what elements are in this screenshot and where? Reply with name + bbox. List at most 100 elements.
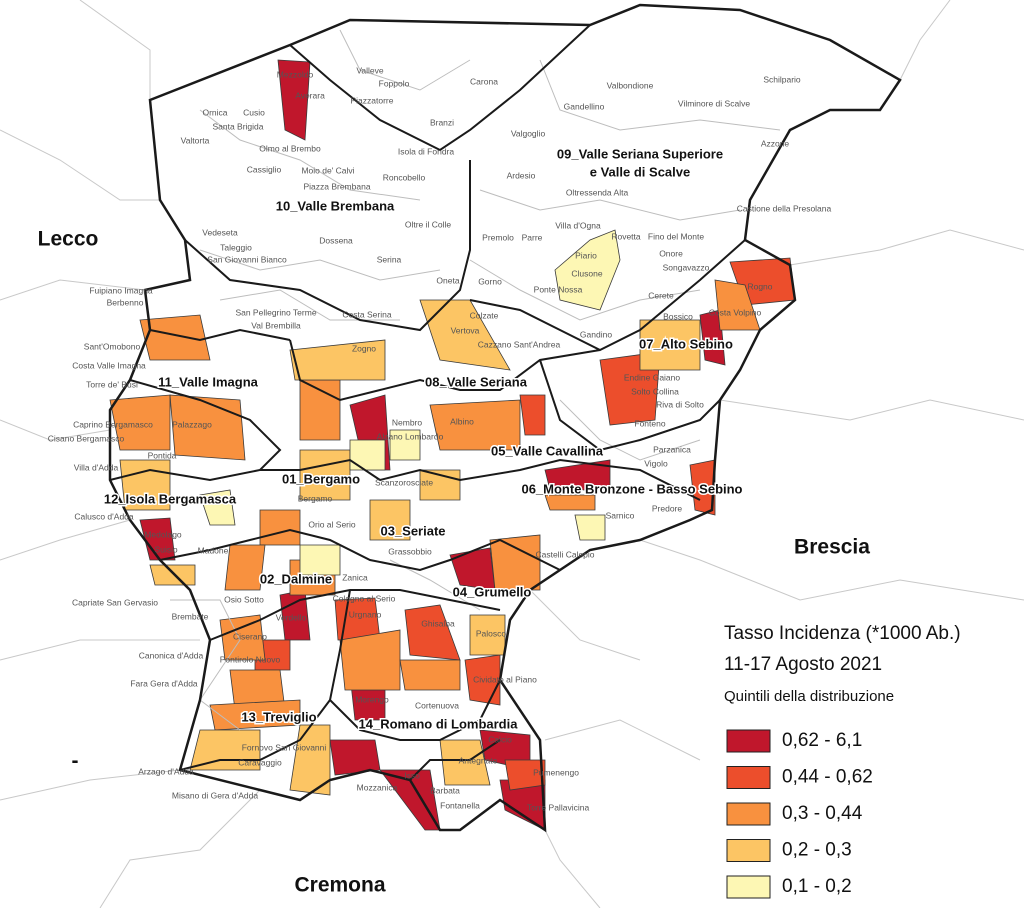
district-label: 06_Monte Bronzone - Basso Sebino: [521, 481, 742, 496]
municipality: [199, 489, 236, 526]
municipality-label: Palosco: [476, 628, 507, 638]
legend-swatch: [726, 729, 771, 753]
district-label: 10_Valle Brembana: [276, 198, 395, 213]
municipality-label: Vigolo: [644, 458, 668, 468]
municipality-label: Cassiglio: [247, 164, 282, 174]
municipality: [369, 499, 411, 541]
municipality-label: Zanica: [342, 572, 368, 582]
municipality-label: Osio Sotto: [224, 594, 264, 604]
municipality: [554, 229, 621, 311]
municipality-label: San Giovanni Bianco: [207, 254, 287, 264]
municipality-label: Moio de' Calvi: [301, 165, 354, 175]
municipality: [339, 629, 401, 691]
municipality: [574, 514, 606, 541]
municipality-label: Villa d'Adda: [74, 462, 119, 472]
municipality-label: Oneta: [436, 275, 459, 285]
legend-swatch: [726, 839, 771, 862]
municipality-label: Dossena: [319, 235, 353, 245]
municipality-label: Oltressenda Alta: [566, 187, 629, 197]
municipality-label: Valgoglio: [511, 128, 546, 138]
municipality-label: Valbondione: [607, 80, 654, 90]
municipality-label: Schilpario: [763, 74, 801, 84]
district-label: 13_Treviglio: [241, 709, 316, 724]
municipality-label: Taleggio: [220, 242, 252, 252]
municipality-label: Endine Gaiano: [624, 372, 681, 382]
municipality: [139, 314, 211, 361]
municipality-label: Premolo: [482, 232, 514, 242]
legend-label: 0,44 - 0,62: [782, 767, 873, 788]
municipality-label: Castelli Calepio: [535, 549, 594, 559]
district-label: 05_Valle Cavallina: [491, 443, 604, 458]
municipality-label: Suisio: [154, 544, 177, 554]
legend-swatch: [726, 802, 771, 826]
district-label: e Valle di Scalve: [590, 164, 690, 179]
municipality-label: Gorno: [478, 276, 502, 286]
district-label: 01_Bergamo: [282, 471, 360, 486]
municipality: [639, 319, 701, 371]
municipality-label: Olmo al Brembo: [259, 143, 321, 153]
municipality-label: Bossico: [663, 311, 693, 321]
municipality-label: Gandino: [580, 329, 612, 339]
municipality: [349, 439, 386, 471]
district-label: 11_Valle Imagna: [158, 374, 259, 389]
municipality-label: Costa Volpino: [709, 307, 762, 317]
municipality-label: Fuipiano Imagna: [89, 285, 153, 295]
municipality-label: Pumenengo: [533, 767, 579, 777]
municipality: [544, 494, 596, 511]
municipality: [149, 564, 196, 586]
municipality-label: Grassobbio: [388, 546, 432, 556]
municipality-label: Isso: [404, 770, 420, 780]
municipality: [429, 399, 521, 451]
legend: Tasso Incidenza (*1000 Ab.) 11-17 Agosto …: [724, 623, 961, 899]
municipality-label: Pontida: [148, 450, 177, 460]
municipality-label: Valtorta: [181, 135, 210, 145]
municipality-label: Castione della Presolana: [737, 203, 832, 213]
municipality-label: Cusio: [243, 107, 265, 117]
municipality: [329, 739, 381, 776]
municipality-label: Capriate San Gervasio: [72, 597, 158, 607]
municipality-label: Rovetta: [611, 231, 641, 241]
municipality-label: Cisano Bergamasco: [48, 433, 125, 443]
municipality-label: Cividate al Piano: [473, 674, 537, 684]
municipality-label: Serina: [377, 254, 402, 264]
municipality-label: Calusco d'Adda: [74, 511, 134, 521]
municipality-label: Valleve: [356, 65, 384, 75]
region-label: -: [72, 750, 79, 773]
municipality-label: Canonica d'Adda: [139, 650, 204, 660]
municipality-label: Vilminore di Scalve: [678, 98, 750, 108]
municipality-label: Ghisalba: [421, 618, 455, 628]
municipality-label: Medolago: [144, 529, 182, 539]
municipality-label: Azzone: [761, 138, 790, 148]
municipality-label: Cazzano Sant'Andrea: [478, 339, 561, 349]
municipality-label: Scanzorosciate: [375, 477, 433, 487]
municipality-label: Antegnate: [459, 755, 498, 765]
municipality-label: Rogno: [747, 281, 772, 291]
municipality: [699, 309, 726, 366]
municipality-label: Fino del Monte: [648, 231, 704, 241]
municipality-label: Roncobello: [383, 172, 426, 182]
municipality-label: Bergamo: [298, 493, 333, 503]
municipality: [139, 517, 176, 561]
municipality-label: Misano di Gera d'Adda: [172, 790, 258, 800]
labels: Foppolo Valleve Mezzoldo Carona Valbondione S…: [38, 65, 871, 896]
municipality-label: Fara Gera d'Adda: [130, 678, 198, 688]
legend-label: 0,1 - 0,2: [782, 876, 852, 897]
municipality-label: Foppolo: [379, 78, 410, 88]
municipality: [277, 59, 311, 141]
municipality-label: Carona: [470, 76, 498, 86]
municipality-label: Santa Brigida: [212, 121, 263, 131]
municipality-label: Cortenuova: [415, 700, 459, 710]
municipality-label: Orio al Serio: [308, 519, 356, 529]
municipality-label: Caprino Bergamasco: [73, 419, 153, 429]
municipality-label: Piazzatorre: [351, 95, 394, 105]
legend-title: Tasso Incidenza (*1000 Ab.): [724, 623, 961, 644]
municipality: [464, 654, 501, 706]
municipality-label: Cerete: [648, 290, 674, 300]
municipality-label: Morengo: [355, 694, 389, 704]
municipality-label: Piazza Brembana: [303, 181, 370, 191]
municipality-label: Fontanella: [440, 800, 480, 810]
municipality-label: Verdello: [276, 612, 307, 622]
municipality-label: Parre: [522, 232, 543, 242]
municipality-label: Pontirolo Nuovo: [220, 654, 281, 664]
legend-swatch: [726, 766, 771, 789]
